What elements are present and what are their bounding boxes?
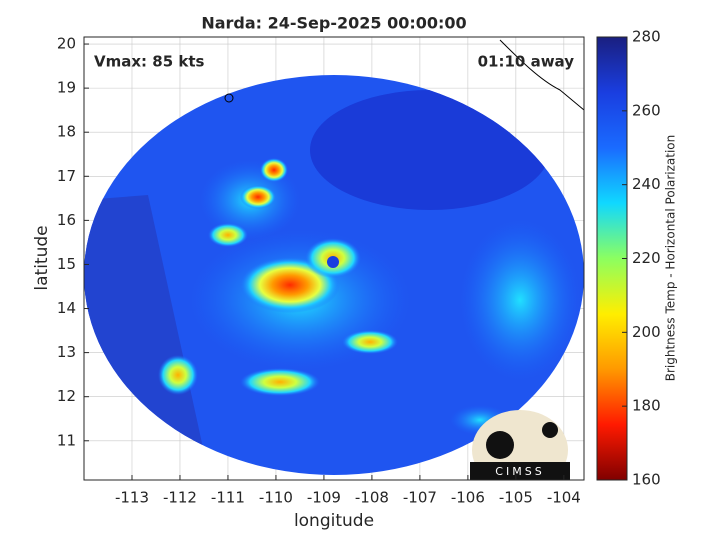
x-tick-label: -113 [115, 489, 149, 507]
colorbar-tick-label: 160 [632, 471, 661, 489]
y-tick-label: 16 [57, 211, 76, 229]
logo-text: CIMSS [495, 465, 544, 478]
plot-frame [83, 36, 585, 481]
x-tick-label: -109 [307, 489, 341, 507]
colorbar-tick-label: 180 [632, 397, 661, 415]
x-tick-label: -104 [547, 489, 581, 507]
x-tick-label: -108 [355, 489, 389, 507]
colorbar-tick-label: 240 [632, 175, 661, 193]
y-tick-label: 17 [57, 167, 76, 185]
y-tick-label: 12 [57, 387, 76, 405]
annotation: Vmax: 85 kts [94, 53, 204, 71]
annotation: 01:10 away [478, 53, 575, 71]
colorbar-tick-label: 220 [632, 249, 661, 267]
x-tick-label: -106 [451, 489, 485, 507]
colorbar-tick-label: 200 [632, 323, 661, 341]
y-tick-label: 18 [57, 123, 76, 141]
y-tick-label: 15 [57, 255, 76, 273]
colorbar-label: Brightness Temp - Horizontal Polarizatio… [664, 135, 678, 382]
x-tick-label: -107 [403, 489, 437, 507]
colorbar-tick-label: 280 [632, 28, 661, 46]
x-tick-label: -105 [499, 489, 533, 507]
y-tick-label: 19 [57, 79, 76, 97]
y-axis-label: latitude [32, 225, 52, 290]
y-tick-label: 13 [57, 343, 76, 361]
y-tick-label: 14 [57, 299, 76, 317]
x-tick-label: -112 [163, 489, 197, 507]
colorbar-tick-label: 260 [632, 101, 661, 119]
y-tick-label: 20 [57, 35, 76, 53]
y-tick-label: 11 [57, 431, 76, 449]
x-tick-label: -111 [211, 489, 245, 507]
brightness-image: CIMSS [84, 39, 584, 480]
x-tick-label: -110 [259, 489, 293, 507]
x-axis-label: longitude [294, 511, 374, 531]
chart-title: Narda: 24-Sep-2025 00:00:00 [201, 14, 466, 33]
